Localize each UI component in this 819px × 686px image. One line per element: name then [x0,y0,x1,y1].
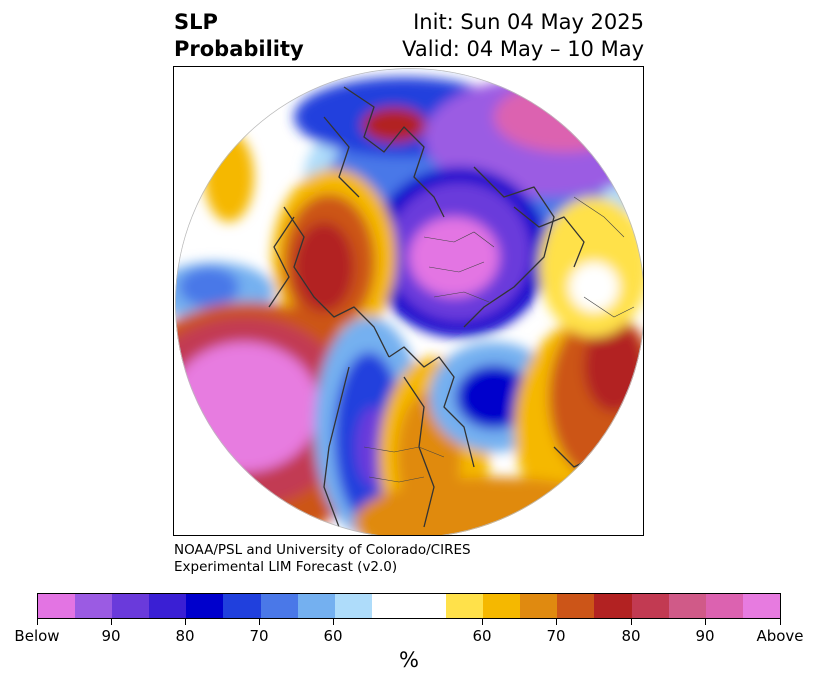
colorbar-swatch [557,594,595,618]
colorbar-tick [333,619,334,625]
colorbar-tick [259,619,260,625]
colorbar-swatch [334,594,372,618]
colorbar-swatch [594,594,632,618]
credit-line-1: NOAA/PSL and University of Colorado/CIRE… [174,542,471,558]
colorbar-swatch [371,594,447,618]
colorbar-tick-label: 70 [546,627,566,645]
colorbar-swatch [446,594,484,618]
colorbar-tick-label: 90 [101,627,121,645]
valid-dates: Valid: 04 May – 10 May [402,37,644,61]
plot-title: SLP Probability [174,9,304,63]
colorbar-swatch [631,594,669,618]
colorbar-swatch [75,594,113,618]
colorbar-swatch [260,594,298,618]
colorbar-tick [111,619,112,625]
political-boundaries [363,196,635,483]
colorbar-tick [705,619,706,625]
colorbar-tick-label: 90 [695,627,715,645]
colorbar-swatch [112,594,150,618]
colorbar-tick-label: 80 [621,627,641,645]
colorbar-tick [780,619,781,625]
plot-dates: Init: Sun 04 May 2025 Valid: 04 May – 10… [402,9,644,63]
init-date: Init: Sun 04 May 2025 [413,10,644,34]
colorbar-tick [482,619,483,625]
colorbar-swatch [38,594,76,618]
title-variable: SLP [174,10,218,34]
colorbar-swatch [297,594,335,618]
data-credit: NOAA/PSL and University of Colorado/CIRE… [174,542,471,576]
colorbar-tick [185,619,186,625]
colorbar-tick-label: 80 [175,627,195,645]
credit-line-2: Experimental LIM Forecast (v2.0) [174,559,398,575]
colorbar-tick [556,619,557,625]
colorbar-unit: % [399,648,419,672]
coastlines [268,86,615,528]
colorbar-swatch [223,594,261,618]
colorbar-swatch [186,594,224,618]
colorbar-swatch [483,594,521,618]
colorbar-swatch [705,594,743,618]
colorbar-tick-label: 70 [249,627,269,645]
colorbar-swatch [742,594,780,618]
title-type: Probability [174,37,304,61]
colorbar-swatch [149,594,187,618]
colorbar-tick-label: Below [14,627,60,645]
probability-map [173,66,644,536]
colorbar-tick [37,619,38,625]
colorbar-tick-label: 60 [472,627,492,645]
colorbar-swatch [520,594,558,618]
polar-projection-map [175,68,643,535]
colorbar-tick [631,619,632,625]
colorbar-tick-label: Above [756,627,804,645]
colorbar [37,593,781,619]
colorbar-swatch [668,594,706,618]
colorbar-tick-label: 60 [323,627,343,645]
